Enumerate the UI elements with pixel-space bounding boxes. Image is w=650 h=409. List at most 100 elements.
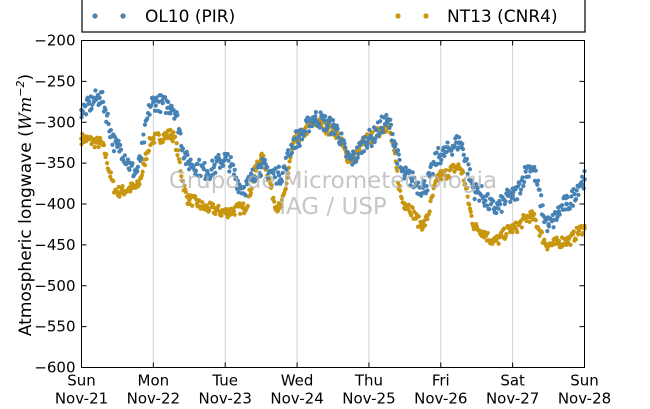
data-point xyxy=(403,165,408,170)
data-point xyxy=(133,169,138,174)
data-point xyxy=(380,126,385,131)
data-point xyxy=(384,112,389,118)
data-point xyxy=(106,121,111,127)
data-point xyxy=(87,99,92,104)
data-point xyxy=(162,95,168,100)
data-point xyxy=(84,112,89,117)
data-point xyxy=(322,118,327,123)
data-point xyxy=(193,168,199,173)
x-tick-label-day: Sun xyxy=(67,372,96,390)
watermark: Grupo de Micrometeorologia IAG / USP xyxy=(169,168,497,220)
data-point xyxy=(92,145,97,150)
data-point xyxy=(330,124,336,129)
watermark-line-2: IAG / USP xyxy=(279,194,387,220)
data-point xyxy=(285,175,290,180)
data-point xyxy=(402,173,408,178)
data-point xyxy=(576,192,581,198)
data-point xyxy=(122,153,127,158)
data-point xyxy=(117,194,122,199)
data-point xyxy=(97,140,102,145)
y-tick-label: −250 xyxy=(34,72,75,90)
data-point xyxy=(176,148,181,153)
x-tick-label-date: Nov-25 xyxy=(342,390,395,408)
data-point xyxy=(412,175,417,180)
data-point xyxy=(397,157,402,162)
data-point xyxy=(354,159,359,164)
data-point xyxy=(170,139,175,144)
data-point xyxy=(279,197,285,202)
data-point xyxy=(503,199,508,204)
data-point xyxy=(111,178,116,184)
data-point xyxy=(576,228,582,233)
data-point xyxy=(527,219,532,224)
data-point xyxy=(425,188,430,193)
data-point xyxy=(556,238,562,243)
data-point xyxy=(182,183,187,188)
data-point xyxy=(108,170,114,175)
data-point xyxy=(496,206,501,211)
data-point xyxy=(465,194,470,199)
x-tick-label-date: Nov-26 xyxy=(414,390,467,408)
data-point xyxy=(485,192,490,197)
data-point xyxy=(169,132,174,137)
data-point xyxy=(265,175,271,180)
data-point xyxy=(449,148,454,153)
data-point xyxy=(563,207,568,212)
data-point xyxy=(318,110,323,115)
data-point xyxy=(336,131,341,136)
data-point xyxy=(416,214,421,219)
data-point xyxy=(465,171,470,176)
data-point xyxy=(474,182,479,187)
data-point xyxy=(271,171,276,176)
data-point xyxy=(377,131,382,136)
data-point xyxy=(101,143,107,148)
data-point xyxy=(438,161,443,166)
x-tick-label-day: Sun xyxy=(570,372,599,390)
data-point xyxy=(546,242,551,248)
data-point xyxy=(284,168,289,173)
data-point xyxy=(370,130,375,135)
data-point xyxy=(497,198,502,204)
data-point xyxy=(528,213,533,219)
data-point xyxy=(573,237,579,242)
data-point xyxy=(297,143,302,148)
data-point xyxy=(342,141,347,146)
data-point xyxy=(280,170,285,175)
data-point xyxy=(388,122,394,127)
data-point xyxy=(474,226,480,231)
data-point xyxy=(135,164,141,169)
data-point xyxy=(234,186,240,192)
data-point xyxy=(521,183,526,189)
data-point xyxy=(127,167,132,172)
data-point xyxy=(93,88,98,93)
data-point xyxy=(245,182,250,187)
data-point xyxy=(216,203,221,208)
data-point xyxy=(568,242,573,247)
data-point xyxy=(174,141,179,146)
data-point xyxy=(523,169,528,174)
data-point xyxy=(152,108,158,113)
data-point xyxy=(395,168,400,173)
data-point xyxy=(491,198,496,204)
data-point xyxy=(564,201,569,207)
data-point xyxy=(546,222,551,227)
data-point xyxy=(571,229,576,234)
x-tick-label-day: Thu xyxy=(354,372,383,390)
data-point xyxy=(272,175,278,180)
data-point xyxy=(313,109,319,115)
data-point xyxy=(186,197,192,203)
data-point xyxy=(409,179,415,184)
data-point xyxy=(456,164,462,170)
data-point xyxy=(330,118,336,123)
y-tick-label: −550 xyxy=(34,318,75,336)
data-point xyxy=(573,196,579,202)
data-point xyxy=(275,181,280,186)
data-point xyxy=(335,126,340,131)
data-point xyxy=(469,178,474,183)
data-point xyxy=(180,146,185,151)
data-point xyxy=(533,168,538,173)
data-point xyxy=(420,226,425,231)
data-point xyxy=(439,177,444,182)
data-point xyxy=(279,179,285,184)
x-tick-label-day: Fri xyxy=(432,372,450,390)
